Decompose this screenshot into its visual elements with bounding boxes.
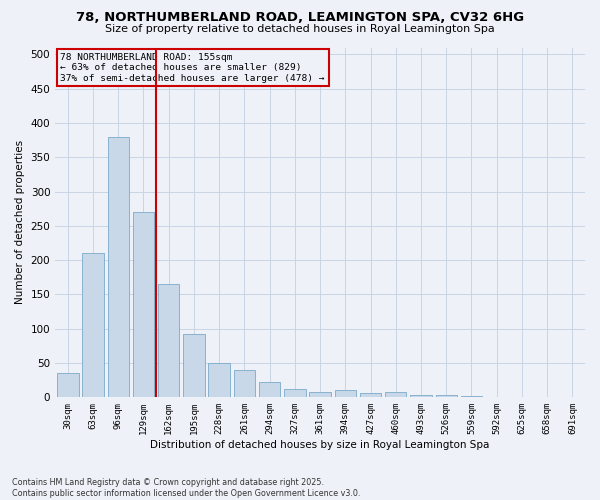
Bar <box>82 254 104 398</box>
Bar <box>133 212 154 398</box>
Bar <box>511 396 533 398</box>
Bar <box>57 374 79 398</box>
Bar <box>461 396 482 398</box>
Bar <box>158 284 179 398</box>
Text: Contains HM Land Registry data © Crown copyright and database right 2025.
Contai: Contains HM Land Registry data © Crown c… <box>12 478 361 498</box>
Bar <box>259 382 280 398</box>
Bar <box>107 136 129 398</box>
Bar <box>536 396 558 398</box>
Bar <box>436 394 457 398</box>
Bar <box>486 396 508 398</box>
Bar <box>360 392 381 398</box>
Bar <box>410 396 432 398</box>
Text: 78 NORTHUMBERLAND ROAD: 155sqm
← 63% of detached houses are smaller (829)
37% of: 78 NORTHUMBERLAND ROAD: 155sqm ← 63% of … <box>61 52 325 82</box>
Bar <box>310 392 331 398</box>
Text: 78, NORTHUMBERLAND ROAD, LEAMINGTON SPA, CV32 6HG: 78, NORTHUMBERLAND ROAD, LEAMINGTON SPA,… <box>76 11 524 24</box>
Bar <box>183 334 205 398</box>
Bar <box>385 392 406 398</box>
Bar <box>233 370 255 398</box>
X-axis label: Distribution of detached houses by size in Royal Leamington Spa: Distribution of detached houses by size … <box>151 440 490 450</box>
Bar <box>335 390 356 398</box>
Y-axis label: Number of detached properties: Number of detached properties <box>15 140 25 304</box>
Bar <box>562 396 583 398</box>
Bar <box>208 363 230 398</box>
Text: Size of property relative to detached houses in Royal Leamington Spa: Size of property relative to detached ho… <box>105 24 495 34</box>
Bar <box>284 389 305 398</box>
